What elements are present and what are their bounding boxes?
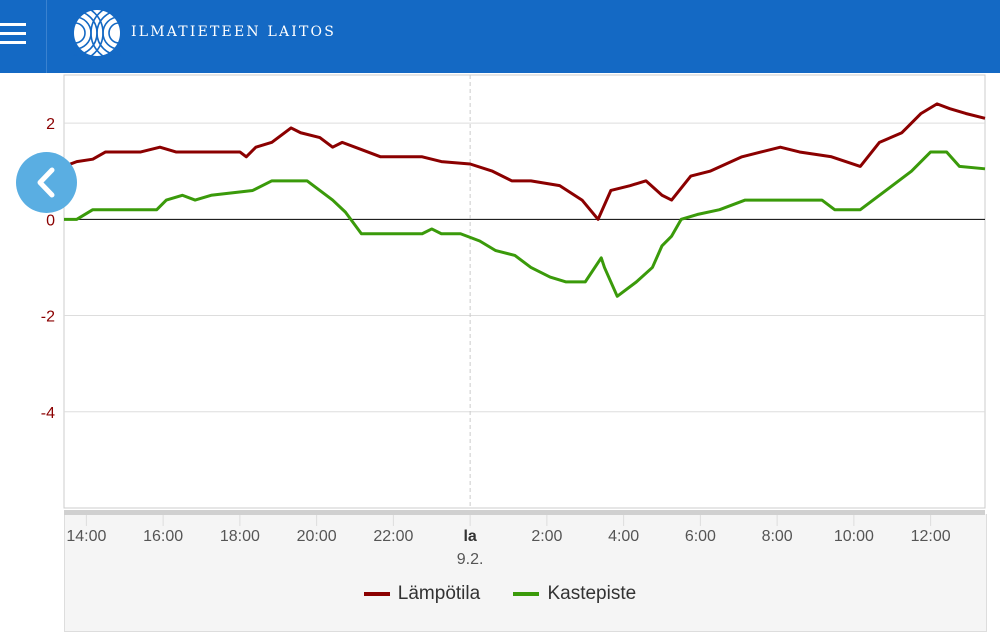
legend-label: Kastepiste bbox=[547, 583, 637, 604]
legend-label: Lämpötila bbox=[397, 583, 481, 604]
x-tick-label: 4:00 bbox=[608, 528, 639, 545]
y-tick-label: 2 bbox=[46, 116, 55, 133]
x-tick-label: 20:00 bbox=[297, 528, 337, 545]
x-tick-label: 2:00 bbox=[531, 528, 562, 545]
legend-swatch bbox=[363, 592, 390, 596]
legend: Lämpötila Kastepiste bbox=[0, 580, 1000, 605]
series-line-dewpoint bbox=[64, 150, 986, 298]
header-divider bbox=[46, 0, 47, 73]
y-tick-label: 0 bbox=[46, 212, 55, 229]
x-day-label: 9.2. bbox=[457, 551, 484, 568]
brand-name[interactable]: ILMATIETEEN LAITOS bbox=[131, 24, 337, 40]
plot-area bbox=[63, 74, 986, 509]
x-tick-label: 6:00 bbox=[685, 528, 716, 545]
x-tick-label: 8:00 bbox=[762, 528, 793, 545]
x-tick-label: 12:00 bbox=[911, 528, 951, 545]
hamburger-icon[interactable] bbox=[0, 18, 26, 48]
x-tick-label: 14:00 bbox=[66, 528, 106, 545]
back-button[interactable] bbox=[16, 152, 77, 213]
fmi-logo bbox=[73, 9, 121, 57]
axis-panel bbox=[64, 514, 987, 632]
x-tick-label: 10:00 bbox=[834, 528, 874, 545]
chart: 2 0 -2 -4 14:00 16:00 18:00 20:00 22:00 la 9.2. 2:0… bbox=[41, 74, 986, 568]
legend-item-dewpoint[interactable]: Kastepiste bbox=[513, 583, 636, 605]
y-tick-label: -4 bbox=[41, 405, 55, 422]
series-line-temperature bbox=[63, 102, 986, 221]
x-tick-label: la bbox=[463, 528, 476, 545]
chevron-left-icon bbox=[37, 167, 55, 198]
x-axis-band bbox=[64, 510, 985, 515]
header: ILMATIETEEN LAITOS bbox=[0, 0, 1000, 73]
y-tick-label: -2 bbox=[41, 309, 55, 326]
x-tick-label: 16:00 bbox=[143, 528, 183, 545]
x-tick-label: 18:00 bbox=[220, 528, 260, 545]
legend-item-temperature[interactable]: Lämpötila bbox=[363, 583, 481, 605]
legend-swatch bbox=[513, 592, 540, 596]
x-tick-label: 22:00 bbox=[373, 528, 413, 545]
